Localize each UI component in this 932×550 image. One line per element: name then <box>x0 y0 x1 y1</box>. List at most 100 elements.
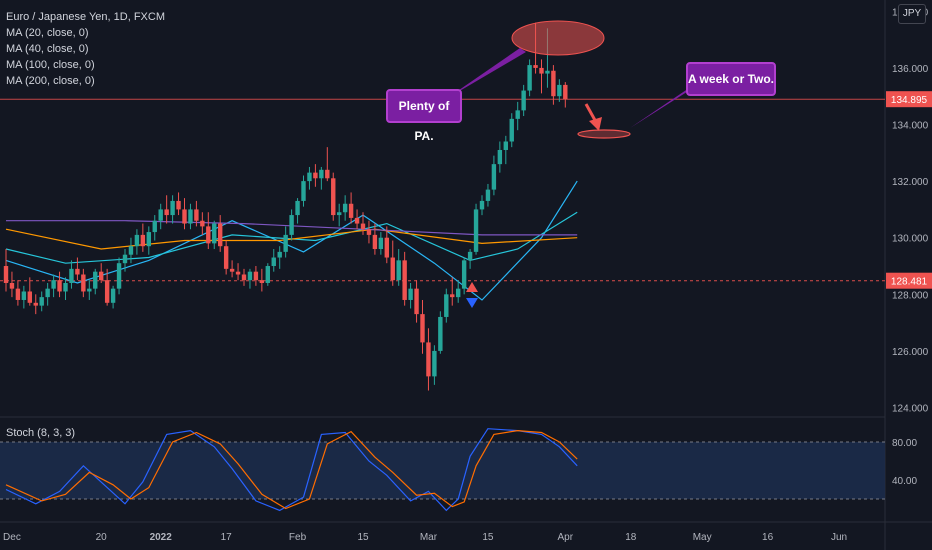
candle-body <box>563 84 568 100</box>
candle-body <box>503 141 508 150</box>
candle-body <box>545 70 550 74</box>
candle-body <box>176 200 181 210</box>
candle-body <box>110 288 116 303</box>
candle-body <box>212 223 217 244</box>
candle-body <box>384 237 389 258</box>
time-tick-label: May <box>693 532 712 543</box>
candle-body <box>473 209 479 252</box>
candle-body <box>337 212 342 216</box>
candle-body <box>229 268 235 272</box>
time-tick-label: 15 <box>357 532 369 543</box>
price-tick-label: 124.000 <box>892 404 929 415</box>
candle-body <box>259 280 265 283</box>
candle-body <box>146 232 151 247</box>
candle-body <box>87 288 92 292</box>
candle-body <box>104 280 110 303</box>
candle-body <box>81 274 86 292</box>
candle-body <box>450 294 455 298</box>
ma-line-3 <box>5 228 578 250</box>
price-tick-label: 130.000 <box>892 234 929 245</box>
candle-body <box>218 223 223 247</box>
candle-body <box>325 169 330 179</box>
candle-body <box>200 220 205 227</box>
candle-body <box>360 223 366 230</box>
down-arrow-head <box>589 117 602 131</box>
top-highlight-ellipse <box>511 20 605 56</box>
candle-body <box>283 234 288 252</box>
candle-body <box>235 271 241 275</box>
candle-body <box>533 65 538 68</box>
stoch-title[interactable]: Stoch (8, 3, 3) <box>6 427 76 439</box>
ma-line-1 <box>5 180 578 301</box>
price-label-bg <box>886 91 932 108</box>
callout2-pointer <box>630 82 698 128</box>
candle-body <box>301 181 306 201</box>
candle-body <box>515 110 520 119</box>
time-tick-label: 2022 <box>150 532 173 543</box>
callout-plenty-of-pa[interactable]: Plenty of PA. <box>386 89 462 143</box>
time-tick-label: 15 <box>482 532 494 543</box>
ma100-label[interactable]: MA (100, close, 0) <box>6 59 95 71</box>
time-tick-label: 20 <box>96 532 108 543</box>
candle-body <box>51 280 56 289</box>
candle-body <box>241 274 247 281</box>
candle-body <box>116 263 122 289</box>
candle-body <box>277 251 282 258</box>
candle-body <box>289 215 294 235</box>
candle-body <box>372 234 378 250</box>
candle-body <box>134 234 140 247</box>
price-tick-label: 128.000 <box>892 290 929 301</box>
candle-body <box>21 291 27 300</box>
price-tick-label: 134.000 <box>892 121 929 132</box>
candle-body <box>551 70 556 97</box>
candle-body <box>45 288 50 298</box>
candle-body <box>27 291 32 303</box>
down-arrow-shaft <box>584 103 598 123</box>
candle-body <box>3 266 9 283</box>
candle-body <box>170 200 175 216</box>
candle-body <box>414 288 419 315</box>
stoch-tick-label: 40.00 <box>892 476 917 487</box>
candle-body <box>188 209 193 224</box>
candle-body <box>99 271 104 281</box>
candle-body <box>194 209 199 221</box>
price-tick-label: 136.000 <box>892 64 929 75</box>
candle-body <box>265 266 270 283</box>
candle-body <box>295 200 300 216</box>
candle-body <box>247 271 253 281</box>
candle-body <box>63 282 68 292</box>
price-tick-label: 132.000 <box>892 177 929 188</box>
callout1-pointer <box>446 48 526 99</box>
candle-body <box>348 203 354 218</box>
time-tick-label: 17 <box>221 532 233 543</box>
candle-body <box>93 271 98 289</box>
target-highlight-ellipse <box>577 129 631 139</box>
currency-badge[interactable]: JPY <box>898 4 926 24</box>
candle-body <box>271 257 276 267</box>
ma200-label[interactable]: MA (200, close, 0) <box>6 75 95 87</box>
candle-body <box>438 316 443 351</box>
time-tick-label: 18 <box>625 532 637 543</box>
candle-body <box>354 217 360 224</box>
symbol-title[interactable]: Euro / Japanese Yen, 1D, FXCM <box>6 11 165 23</box>
candle-body <box>9 282 15 289</box>
candle-body <box>539 67 544 74</box>
callout-week-or-two[interactable]: A week or Two. <box>686 62 776 96</box>
candle-body <box>128 246 134 255</box>
candle-body <box>75 268 80 275</box>
candle-body <box>467 251 473 261</box>
candle-body <box>521 90 526 111</box>
candle-body <box>485 189 491 201</box>
candle-body <box>509 118 514 142</box>
candle-body <box>420 314 425 343</box>
candle-body <box>253 271 259 281</box>
candle-body <box>426 342 431 377</box>
price-label-bg <box>886 272 932 289</box>
candle-body <box>140 234 146 247</box>
price-label: 128.481 <box>891 277 928 288</box>
ma20-label[interactable]: MA (20, close, 0) <box>6 27 89 39</box>
candle-body <box>206 226 211 244</box>
ma40-label[interactable]: MA (40, close, 0) <box>6 43 89 55</box>
chart-legend: Euro / Japanese Yen, 1D, FXCM MA (20, cl… <box>6 9 165 89</box>
